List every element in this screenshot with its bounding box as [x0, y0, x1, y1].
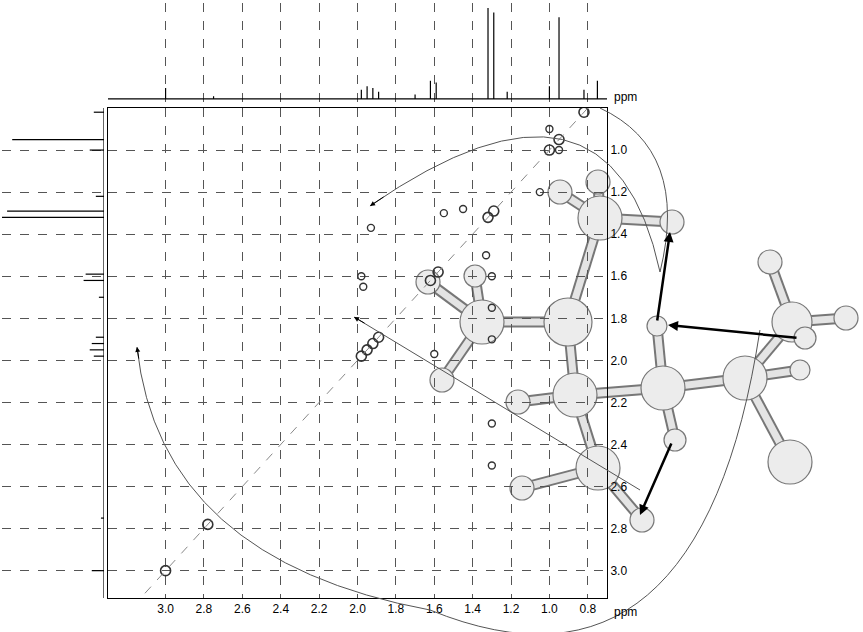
svg-text:2.4: 2.4 [610, 438, 627, 452]
svg-text:ppm: ppm [614, 605, 637, 619]
svg-text:1.0: 1.0 [610, 143, 627, 157]
svg-text:1.4: 1.4 [464, 602, 481, 616]
svg-text:1.2: 1.2 [503, 602, 520, 616]
svg-text:3.0: 3.0 [610, 564, 627, 578]
svg-text:2.8: 2.8 [196, 602, 213, 616]
svg-text:1.6: 1.6 [426, 602, 443, 616]
svg-text:1.8: 1.8 [610, 312, 627, 326]
svg-text:0.8: 0.8 [579, 602, 596, 616]
svg-text:2.2: 2.2 [610, 396, 627, 410]
svg-text:1.8: 1.8 [388, 602, 405, 616]
svg-text:3.0: 3.0 [157, 602, 174, 616]
svg-text:2.0: 2.0 [610, 354, 627, 368]
svg-text:1.2: 1.2 [610, 185, 627, 199]
svg-text:2.0: 2.0 [349, 602, 366, 616]
svg-text:ppm: ppm [614, 90, 637, 104]
svg-text:1.0: 1.0 [541, 602, 558, 616]
svg-text:2.6: 2.6 [610, 480, 627, 494]
svg-text:2.6: 2.6 [234, 602, 251, 616]
svg-text:1.6: 1.6 [610, 269, 627, 283]
svg-text:1.4: 1.4 [610, 227, 627, 241]
svg-text:2.8: 2.8 [610, 522, 627, 536]
svg-text:2.2: 2.2 [311, 602, 328, 616]
svg-text:2.4: 2.4 [272, 602, 289, 616]
